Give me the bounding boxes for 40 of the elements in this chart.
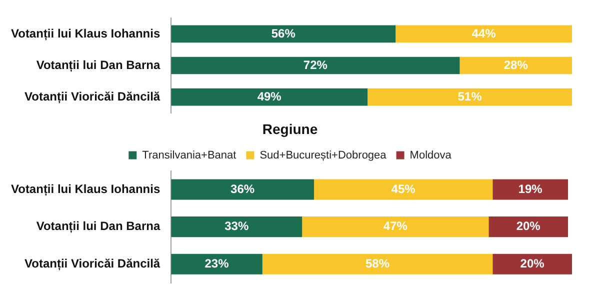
data-label: 19%	[518, 182, 543, 196]
legend-title: Regiune	[262, 120, 318, 137]
bar	[171, 25, 396, 43]
y-tick-label: Votanții Vioricăi Dăncilă	[24, 89, 160, 104]
data-label: 51%	[458, 89, 482, 104]
data-label: 20%	[516, 219, 541, 234]
legend-label: Sud+București+Dobrogea	[260, 149, 388, 162]
bar	[262, 254, 493, 274]
bar	[302, 216, 489, 238]
y-tick-label: Votanții lui Klaus Iohannis	[10, 182, 160, 196]
y-tick-label: Votanții lui Klaus Iohannis	[10, 26, 160, 40]
data-label: 45%	[391, 182, 416, 196]
data-label: 33%	[224, 219, 249, 234]
bar	[488, 216, 568, 238]
data-label: 36%	[230, 182, 255, 196]
bar	[171, 56, 460, 74]
legend-label: Transilvania+Banat	[142, 149, 236, 162]
bar	[492, 254, 572, 274]
data-label: 56%	[271, 26, 296, 40]
data-label: 72%	[303, 58, 328, 72]
y-tick-label: Votanții lui Dan Barna	[36, 219, 160, 234]
bar	[171, 179, 314, 200]
data-label: 23%	[204, 256, 230, 270]
y-tick-label: Votanții Vioricăi Dăncilă	[24, 256, 160, 270]
bar	[368, 88, 572, 106]
y-tick-label: Votanții lui Dan Barna	[36, 58, 160, 72]
bar	[396, 25, 572, 43]
bar	[171, 254, 262, 274]
bar	[171, 88, 368, 106]
data-label: 58%	[366, 256, 390, 270]
data-label: 20%	[520, 256, 545, 270]
bar	[171, 216, 302, 238]
data-label: 28%	[504, 58, 528, 72]
bar	[460, 56, 572, 74]
bar	[492, 179, 568, 200]
data-label: 44%	[472, 26, 496, 40]
legend-label: Moldova	[410, 149, 452, 162]
data-label: 47%	[383, 219, 408, 234]
data-label: 49%	[257, 89, 282, 104]
bar	[314, 179, 493, 200]
